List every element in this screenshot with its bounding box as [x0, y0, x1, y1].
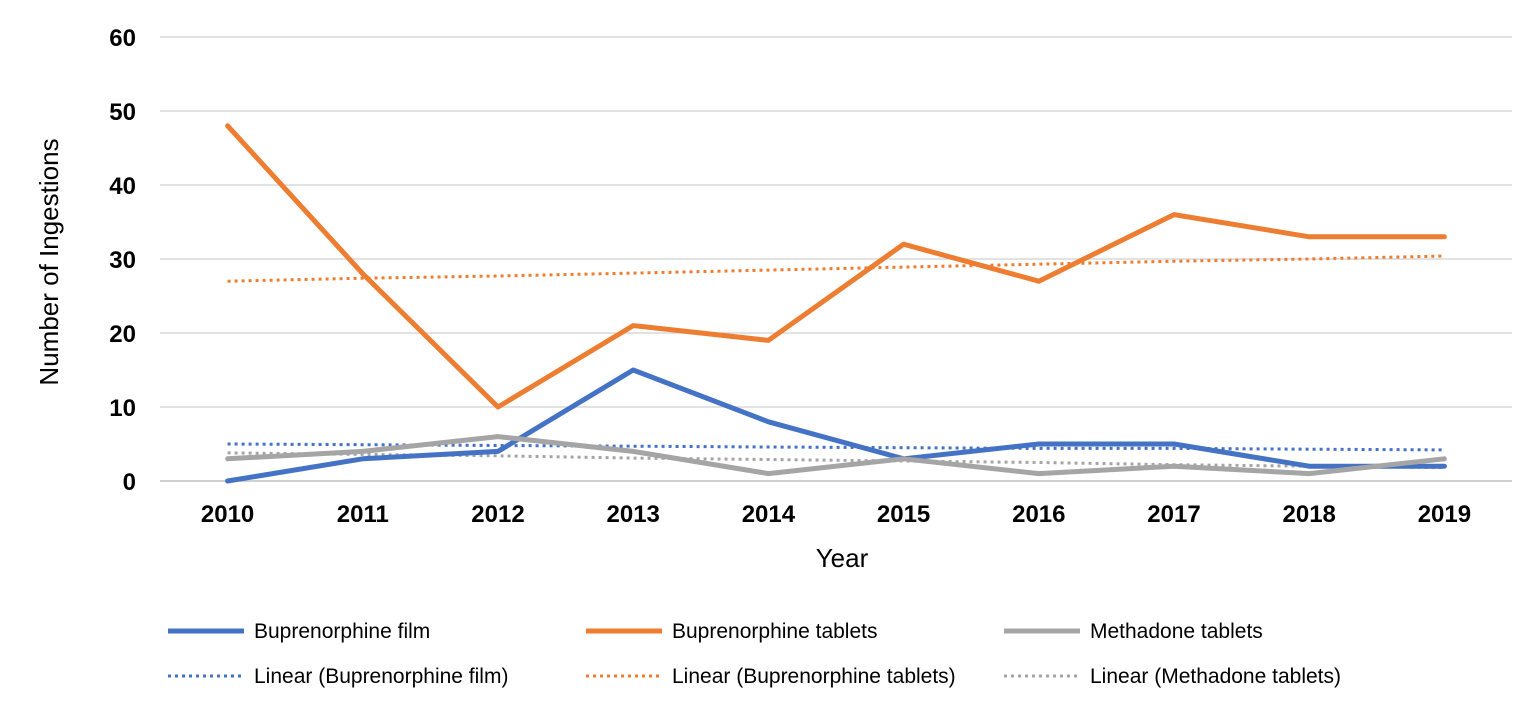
y-tick-label: 10 [109, 395, 136, 422]
x-tick-label: 2015 [877, 501, 930, 528]
x-tick-label: 2016 [1012, 501, 1065, 528]
x-tick-label: 2017 [1147, 501, 1200, 528]
legend-label: Linear (Buprenorphine tablets) [672, 665, 956, 688]
x-tick-label: 2013 [607, 501, 660, 528]
trendline-4 [227, 254, 1445, 283]
x-axis-title: Year [816, 543, 869, 573]
y-tick-label: 60 [109, 25, 136, 52]
legend: Buprenorphine film Buprenorphine tablets M… [168, 620, 1341, 688]
legend-label: Linear (Methadone tablets) [1090, 665, 1341, 688]
legend-label: Linear (Buprenorphine film) [254, 665, 508, 688]
series-line-0 [225, 367, 1447, 484]
legend-label: Buprenorphine tablets [672, 620, 877, 643]
y-tick-label: 30 [109, 247, 136, 274]
legend-label: Buprenorphine film [254, 620, 430, 643]
x-tick-label: 2018 [1283, 501, 1336, 528]
gridlines [160, 36, 1512, 482]
x-tick-label: 2012 [471, 501, 524, 528]
y-tick-label: 50 [109, 99, 136, 126]
y-tick-label: 20 [109, 321, 136, 348]
x-tick-label: 2019 [1418, 501, 1471, 528]
x-tick-label: 2010 [201, 501, 254, 528]
series-line-2 [225, 434, 1447, 477]
y-axis-ticks: 0 10 20 30 40 50 60 [109, 25, 136, 496]
series-lines [225, 123, 1447, 484]
x-axis-ticks: 2010 2011 2012 2013 2014 2015 2016 2017 2018 2019 [201, 501, 1471, 528]
x-tick-label: 2011 [337, 501, 389, 528]
legend-label: Methadone tablets [1090, 620, 1263, 643]
y-axis-title: Number of Ingestions [34, 138, 64, 385]
series-line-1 [225, 123, 1447, 410]
y-tick-label: 40 [109, 173, 136, 200]
y-tick-label: 0 [123, 469, 136, 496]
x-tick-label: 2014 [742, 501, 796, 528]
